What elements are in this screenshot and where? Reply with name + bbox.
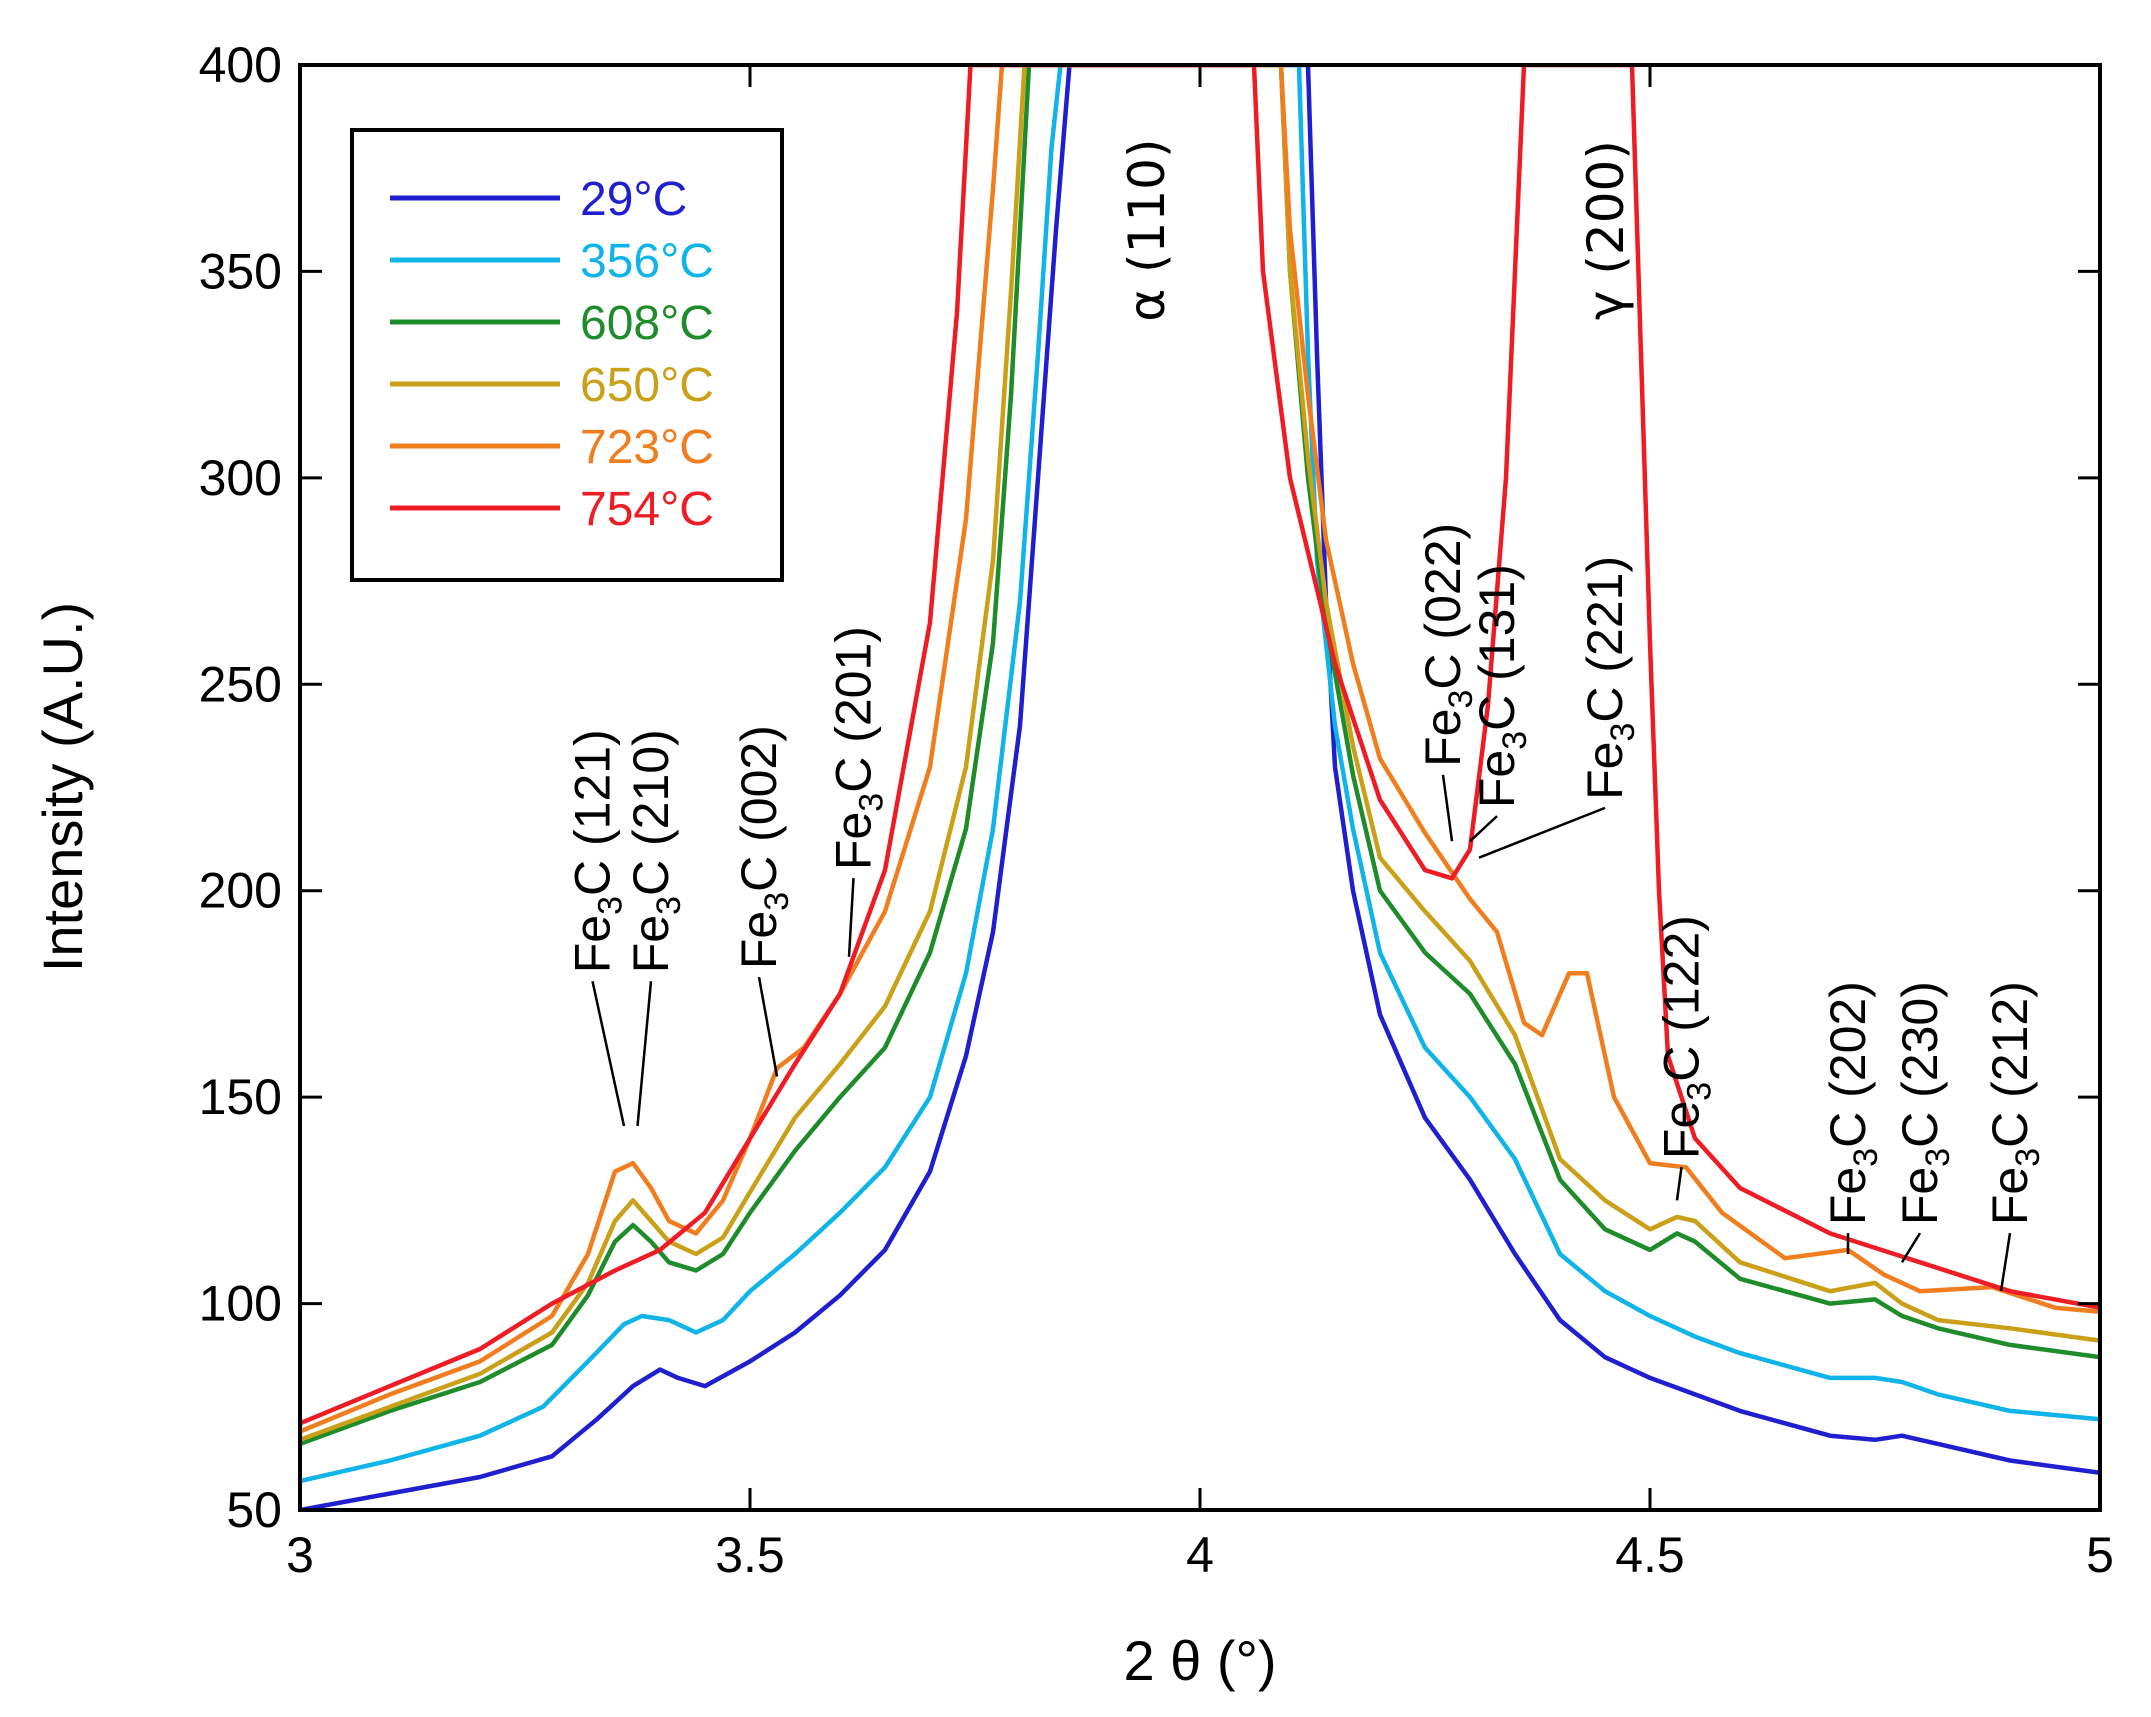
annotation-leader <box>757 976 779 1077</box>
x-axis-title: 2 θ (°) <box>1123 1629 1276 1692</box>
y-tick-label: 250 <box>199 656 282 712</box>
annotation-label: Fe3C (201) <box>826 626 891 870</box>
peak-label: α (110) <box>1118 138 1176 321</box>
legend-label: 650°C <box>580 359 714 412</box>
annotation-label: Fe3C (230) <box>1892 981 1957 1225</box>
annotation-leader <box>1478 806 1606 859</box>
annotation-label: Fe3C (212) <box>1982 981 2047 1225</box>
y-tick-label: 300 <box>199 450 282 506</box>
x-tick-label: 3.5 <box>715 1527 785 1583</box>
annotation-label: Fe3C (122) <box>1654 915 1719 1159</box>
y-tick-label: 150 <box>199 1069 282 1125</box>
series-line-650c <box>300 65 2100 1442</box>
annotation-label: Fe3C (022) <box>1415 523 1480 767</box>
annotation-label: Fe3C (210) <box>623 729 688 973</box>
series-line-608c <box>300 65 2100 1447</box>
y-tick-label: 350 <box>199 243 282 299</box>
annotation-leader <box>636 981 653 1127</box>
peak-label: γ (200) <box>1577 140 1635 320</box>
legend-label: 608°C <box>580 297 714 350</box>
series-line-754c <box>300 65 2100 1426</box>
series-line-723c <box>300 65 2100 1434</box>
legend-box <box>350 128 784 582</box>
annotation-leader <box>1469 815 1498 843</box>
x-tick-label: 4 <box>1186 1527 1214 1583</box>
annotation-leader <box>847 878 855 957</box>
annotation-leader <box>1441 774 1454 842</box>
series-line-29c <box>300 65 2100 1510</box>
y-tick-label: 400 <box>199 37 282 93</box>
y-tick-label: 100 <box>199 1276 282 1332</box>
legend-label: 754°C <box>580 483 714 536</box>
y-tick-label: 200 <box>199 863 282 919</box>
legend-label: 723°C <box>580 421 714 474</box>
y-axis-title: Intensity (A.U.) <box>31 602 94 972</box>
annotation-label: Fe3C (221) <box>1577 556 1642 800</box>
annotation-leader <box>1900 1232 1922 1263</box>
annotation-label: Fe3C (202) <box>1820 981 1885 1225</box>
x-tick-label: 4.5 <box>1615 1527 1685 1583</box>
x-tick-label: 3 <box>286 1527 314 1583</box>
annotation-leader <box>591 981 626 1127</box>
legend-label: 356°C <box>580 235 714 288</box>
annotation-label: Fe3C (121) <box>565 729 630 973</box>
annotation-leader <box>1999 1232 2012 1292</box>
legend-label: 29°C <box>580 173 687 226</box>
annotation-label: Fe3C (002) <box>731 725 796 969</box>
x-tick-label: 5 <box>2086 1527 2114 1583</box>
annotation-label: Fe3C (131) <box>1469 564 1534 808</box>
series-line-356c <box>300 65 2100 1484</box>
y-tick-label: 50 <box>226 1482 282 1538</box>
annotation-leader <box>1675 1166 1683 1201</box>
